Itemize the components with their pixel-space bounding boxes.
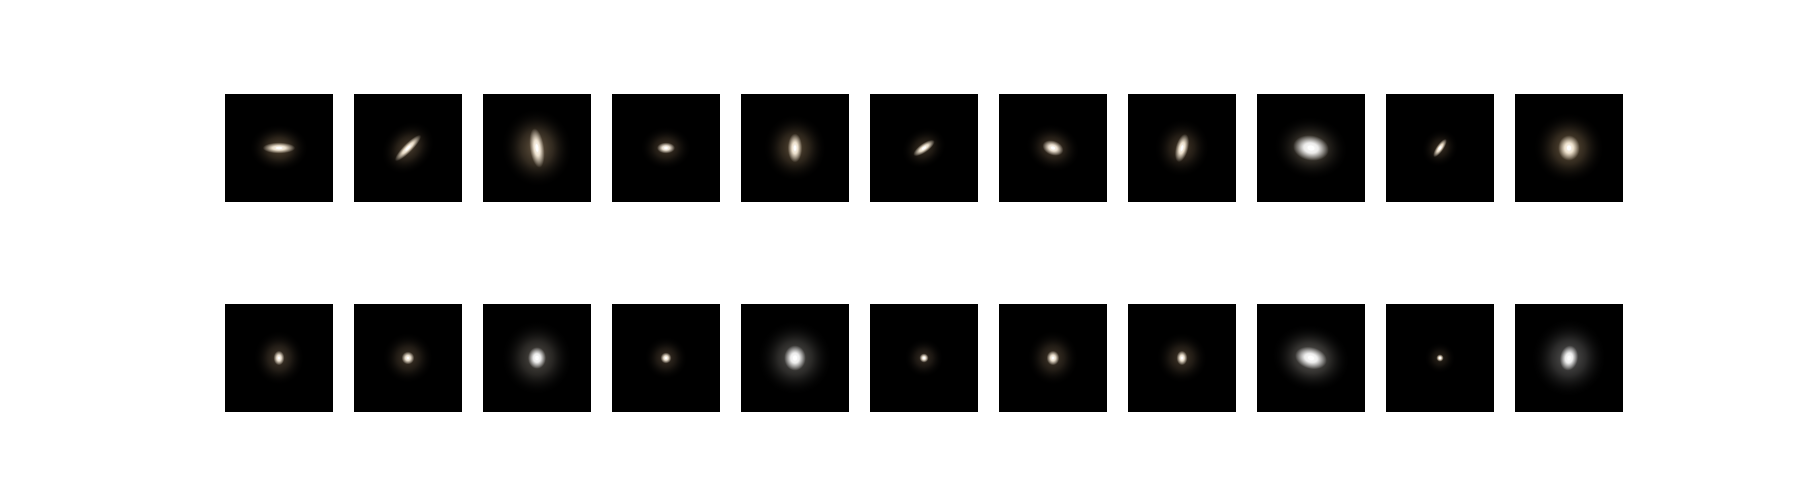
galaxy-image: [483, 304, 591, 412]
galaxy-nucleus: [1180, 145, 1184, 151]
galaxy-thumbnail: [999, 94, 1107, 202]
galaxy-thumbnail: [1128, 304, 1236, 412]
galaxy-image: [483, 94, 591, 202]
galaxy-thumbnail: [741, 304, 849, 412]
galaxy-nucleus: [1438, 146, 1442, 150]
galaxy-nucleus: [535, 144, 539, 152]
galaxy-nucleus: [793, 145, 797, 151]
galaxy-image: [870, 94, 978, 202]
galaxy-image: [1257, 94, 1365, 202]
galaxy-image: [1386, 304, 1494, 412]
galaxy-image: [225, 94, 333, 202]
galaxy-image: [225, 304, 333, 412]
galaxy-thumbnail: [870, 304, 978, 412]
galaxy-thumbnail: [483, 304, 591, 412]
galaxy-image: [1128, 304, 1236, 412]
galaxy-image: [1257, 304, 1365, 412]
galaxy-nucleus: [277, 356, 281, 360]
galaxy-nucleus: [792, 355, 798, 361]
galaxy-thumbnail: [1386, 94, 1494, 202]
galaxy-nucleus: [664, 356, 668, 360]
galaxy-thumbnail: [870, 94, 978, 202]
galaxy-image: [1515, 94, 1623, 202]
galaxy-nucleus: [535, 355, 539, 361]
galaxy-nucleus: [921, 146, 927, 150]
galaxy-image: [1515, 304, 1623, 412]
galaxy-nucleus: [1180, 356, 1184, 360]
galaxy-thumbnail: [741, 94, 849, 202]
galaxy-thumbnail: [225, 94, 333, 202]
galaxy-thumbnail: [354, 94, 462, 202]
galaxy-nucleus: [1051, 356, 1055, 360]
galaxy-nucleus: [922, 356, 926, 360]
image-row-bottom: [225, 304, 1623, 412]
galaxy-nucleus: [664, 146, 668, 150]
galaxy-thumbnail: [1515, 94, 1623, 202]
galaxy-thumbnail: [1128, 94, 1236, 202]
galaxy-nucleus: [1050, 146, 1056, 150]
galaxy-image: [999, 94, 1107, 202]
galaxy-thumbnail: [1257, 94, 1365, 202]
galaxy-nucleus: [275, 146, 283, 150]
galaxy-thumbnail: [1257, 304, 1365, 412]
galaxy-thumbnail: [1515, 304, 1623, 412]
galaxy-image: [354, 94, 462, 202]
galaxy-thumbnail: [612, 304, 720, 412]
galaxy-nucleus: [1307, 355, 1315, 361]
galaxy-image: [741, 304, 849, 412]
galaxy-image: [999, 304, 1107, 412]
galaxy-nucleus: [1566, 145, 1572, 151]
galaxy-thumbnail: [354, 304, 462, 412]
galaxy-thumbnail: [225, 304, 333, 412]
galaxy-nucleus: [1438, 356, 1442, 360]
galaxy-image: [1128, 94, 1236, 202]
galaxy-nucleus: [406, 356, 410, 360]
galaxy-image: [870, 304, 978, 412]
galaxy-image: [741, 94, 849, 202]
galaxy-thumbnail: [1386, 304, 1494, 412]
galaxy-thumbnail: [999, 304, 1107, 412]
galaxy-nucleus: [405, 145, 411, 151]
galaxy-image: [612, 304, 720, 412]
galaxy-image: [612, 94, 720, 202]
galaxy-thumbnail: [483, 94, 591, 202]
galaxy-nucleus: [1567, 355, 1571, 361]
galaxy-thumbnail: [612, 94, 720, 202]
galaxy-nucleus: [1307, 145, 1315, 151]
galaxy-image: [1386, 94, 1494, 202]
galaxy-image: [354, 304, 462, 412]
image-row-top: [225, 94, 1623, 202]
